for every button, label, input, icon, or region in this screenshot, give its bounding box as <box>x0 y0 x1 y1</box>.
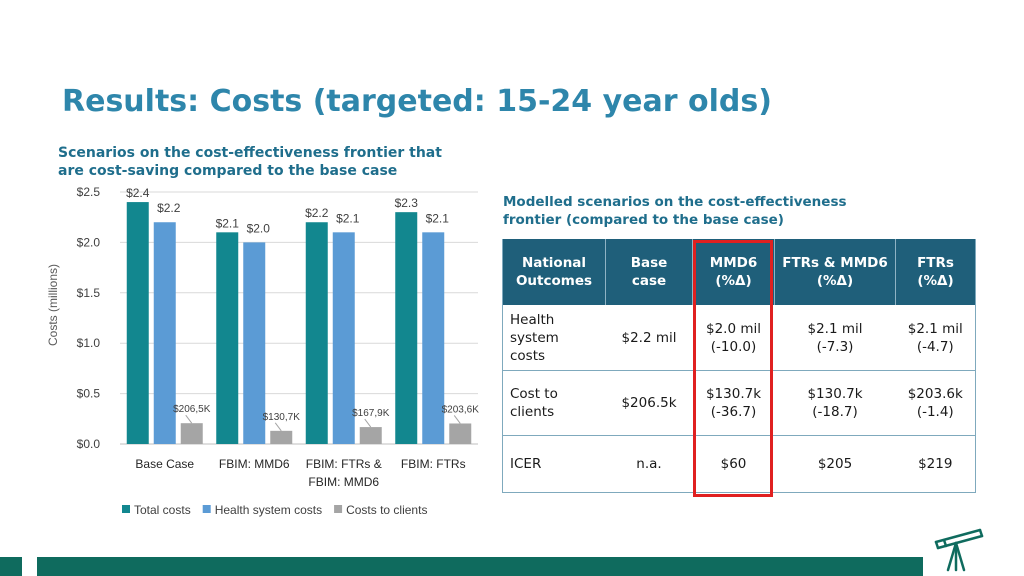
chart-heading-line1: Scenarios on the cost-effectiveness fron… <box>58 145 442 161</box>
data-label: $2.1 <box>336 211 360 225</box>
bar-health-system-costs <box>153 222 176 444</box>
cell-ftrs: $219 <box>895 435 976 493</box>
y-tick-label: $1.0 <box>77 336 101 350</box>
legend-swatch <box>122 505 130 513</box>
data-label: $2.3 <box>395 196 419 210</box>
cell-ftrs-mmd6: $205 <box>774 435 896 493</box>
row-label-cost-to-clients: Cost to clients <box>502 370 606 436</box>
bar-costs-to-clients <box>449 423 472 444</box>
table-heading: Modelled scenarios on the cost-effective… <box>503 193 923 229</box>
table-header-row: National Outcomes Base case MMD6 (%Δ) FTRs … <box>502 239 976 305</box>
legend-swatch <box>334 505 343 513</box>
cell-ftrs-mmd6: $2.1 mil (-7.3) <box>774 305 896 371</box>
data-label: $2.1 <box>216 216 240 230</box>
table-row: Health system costs $2.2 mil $2.0 mil (-1… <box>502 305 976 371</box>
data-label: $2.2 <box>305 206 329 220</box>
header-base-case: Base case <box>605 239 693 305</box>
y-tick-label: $2.0 <box>77 235 101 249</box>
y-axis-label: Costs (millions) <box>46 264 60 346</box>
data-label-leader <box>185 414 193 424</box>
data-label: $2.2 <box>157 201 181 215</box>
x-tick-label: FBIM: FTRs & <box>306 457 382 471</box>
x-tick-label: FBIM: FTRs <box>401 457 466 471</box>
data-label-leader <box>453 415 461 424</box>
cell-base: $206.5k <box>605 370 693 436</box>
telescope-icon <box>934 528 984 572</box>
cell-base: n.a. <box>605 435 693 493</box>
data-label: $130,7K <box>263 412 301 423</box>
bar-health-system-costs <box>422 232 445 444</box>
cell-mmd6: $130.7k (-36.7) <box>692 370 775 436</box>
chart-heading-line2: are cost-saving compared to the base cas… <box>58 163 398 179</box>
data-label-leader <box>274 422 282 432</box>
table-heading-line2: frontier (compared to the base case) <box>503 212 784 228</box>
table-row: Cost to clients $206.5k $130.7k (-36.7) $… <box>502 370 976 436</box>
header-national-outcomes: National Outcomes <box>502 239 606 305</box>
header-ftrs-mmd6: FTRs & MMD6 (%Δ) <box>774 239 896 305</box>
data-label: $206,5K <box>173 404 211 415</box>
table-heading-line1: Modelled scenarios on the cost-effective… <box>503 194 847 210</box>
bar-health-system-costs <box>243 242 266 444</box>
cell-ftrs: $2.1 mil (-4.7) <box>895 305 976 371</box>
mmd6-highlight-box <box>693 240 773 497</box>
bar-health-system-costs <box>332 232 355 444</box>
header-ftrs: FTRs (%Δ) <box>895 239 976 305</box>
cell-mmd6: $2.0 mil (-10.0) <box>692 305 775 371</box>
cell-mmd6: $60 <box>692 435 775 493</box>
page-title: Results: Costs (targeted: 15-24 year old… <box>62 84 772 119</box>
x-tick-label: Base Case <box>135 457 194 471</box>
outcomes-table: National Outcomes Base case MMD6 (%Δ) FTRs … <box>502 239 976 493</box>
y-tick-label: $2.5 <box>77 185 101 199</box>
header-mmd6: MMD6 (%Δ) <box>692 239 775 305</box>
footer-bar-left <box>0 557 22 576</box>
data-label: $2.0 <box>247 221 271 235</box>
bar-total-costs <box>305 222 328 444</box>
footer-bar <box>37 557 923 576</box>
data-label: $167,9K <box>352 408 390 419</box>
row-label-icer: ICER <box>502 435 606 493</box>
data-label: $2.1 <box>426 211 450 225</box>
cost-bar-chart: $0.0 $0.5 $1.0 $1.5 $2.0 $2.5 Costs (millions)… <box>46 185 480 517</box>
bar-costs-to-clients <box>359 427 382 444</box>
legend-label: Health system costs <box>215 503 322 517</box>
y-tick-label: $0.0 <box>77 437 101 451</box>
legend-label: Costs to clients <box>346 503 427 517</box>
x-tick-label: FBIM: MMD6 <box>219 457 290 471</box>
cell-base: $2.2 mil <box>605 305 693 371</box>
data-label: $203,6K <box>442 404 480 415</box>
legend-label: Total costs <box>134 503 191 517</box>
x-tick-label: FBIM: MMD6 <box>308 475 379 489</box>
y-tick-label: $0.5 <box>77 387 101 401</box>
legend-swatch <box>202 505 211 513</box>
cell-ftrs: $203.6k (-1.4) <box>895 370 976 436</box>
bar-costs-to-clients <box>180 423 203 444</box>
bar-total-costs <box>216 232 239 444</box>
bar-total-costs <box>395 212 418 444</box>
bar-costs-to-clients <box>270 430 293 444</box>
chart-heading: Scenarios on the cost-effectiveness fron… <box>58 144 478 180</box>
bar-total-costs <box>126 202 149 444</box>
row-label-health-system-costs: Health system costs <box>502 305 606 371</box>
data-label-leader <box>364 418 372 428</box>
y-tick-label: $1.5 <box>77 286 101 300</box>
data-label: $2.4 <box>126 186 150 200</box>
table-row: ICER n.a. $60 $205 $219 <box>502 435 976 493</box>
cell-ftrs-mmd6: $130.7k (-18.7) <box>774 370 896 436</box>
